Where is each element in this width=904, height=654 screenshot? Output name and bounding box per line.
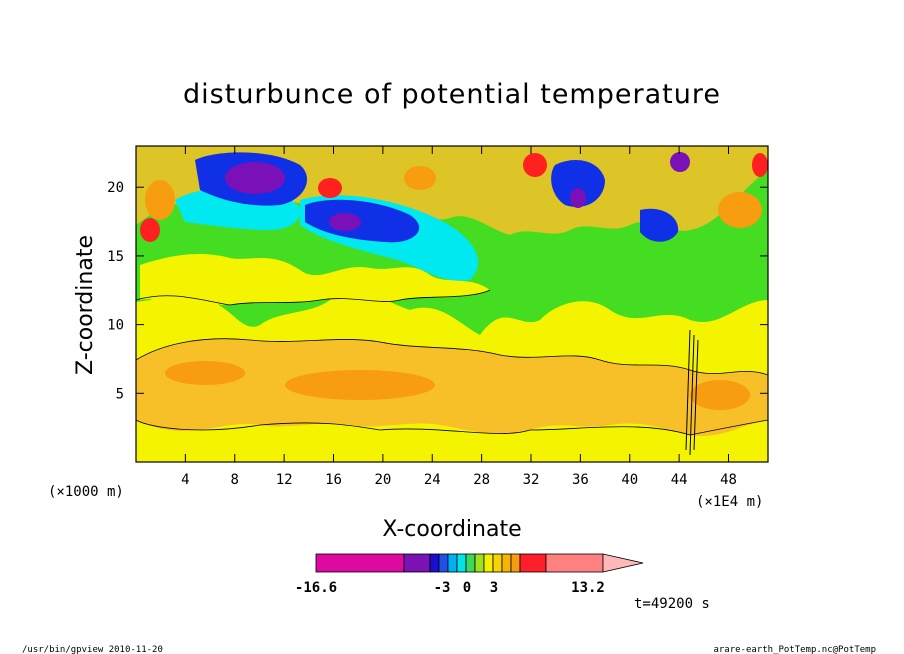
field-red-3 — [523, 153, 547, 177]
contour-cluster — [685, 329, 699, 456]
colorbar-segment — [545, 553, 604, 573]
field-orange-2 — [285, 370, 435, 400]
colorbar-segment — [474, 553, 485, 573]
field-purple-3 — [670, 152, 690, 172]
field-red-1 — [318, 178, 342, 198]
x-tick-label: 24 — [424, 472, 441, 488]
field-purple-4 — [570, 188, 586, 208]
contour-field — [136, 146, 768, 462]
y-tick-label: 20 — [107, 180, 124, 196]
colorbar-segment — [492, 553, 503, 573]
colorbar-segment — [447, 553, 458, 573]
colorbar-segment — [465, 553, 476, 573]
x-unit-right: (×1E4 m) — [696, 494, 763, 510]
field-purple-2 — [329, 213, 361, 231]
y-tick-label: 15 — [107, 249, 124, 265]
colorbar-segment — [429, 553, 440, 573]
field-orange-3 — [690, 380, 750, 410]
colorbar-segment — [315, 553, 405, 573]
field-red-2 — [140, 218, 160, 242]
x-tick-label: 28 — [473, 472, 490, 488]
x-axis-ticks: 4 8 12 16 20 24 28 32 36 40 44 48 — [181, 146, 737, 488]
field-orange-4 — [404, 166, 436, 190]
colorbar-mid-labels: -3 0 3 — [434, 580, 499, 596]
footer-left: /usr/bin/gpview 2010-11-20 — [22, 645, 163, 654]
colorbar-segment — [501, 553, 512, 573]
x-tick-label: 32 — [523, 472, 540, 488]
x-axis-label: X-coordinate — [382, 517, 521, 542]
colorbar-segment — [510, 553, 521, 573]
colorbar-max-label: 13.2 — [571, 580, 605, 596]
contour-line-3 — [136, 419, 768, 436]
x-tick-label: 44 — [671, 472, 688, 488]
colorbar-segment — [483, 553, 494, 573]
colorbar — [315, 553, 644, 573]
footer-right: arare-earth_PotTemp.nc@PotTemp — [713, 645, 876, 654]
x-tick-label: 36 — [572, 472, 589, 488]
field-orange-6 — [145, 180, 175, 220]
x-tick-label: 12 — [276, 472, 293, 488]
field-red-4 — [752, 153, 768, 177]
field-blue-3 — [551, 160, 605, 208]
field-orange-1 — [165, 361, 245, 385]
time-label: t=49200 s — [634, 596, 710, 612]
x-tick-label: 48 — [720, 472, 737, 488]
y-tick-label: 10 — [107, 318, 124, 334]
field-yellow-inner — [140, 254, 490, 305]
field-purple-1 — [225, 162, 285, 194]
contour-line-1 — [136, 289, 491, 306]
x-tick-label: 20 — [374, 472, 391, 488]
colorbar-mid-label: 3 — [490, 580, 498, 596]
colorbar-segment — [438, 553, 449, 573]
x-tick-label: 16 — [325, 472, 342, 488]
colorbar-mid-label: -3 — [434, 580, 451, 596]
chart-title: disturbunce of potential temperature — [183, 79, 721, 110]
field-orange-5 — [718, 192, 762, 228]
y-axis-ticks: 5 10 15 20 — [107, 180, 768, 402]
colorbar-arrow — [602, 553, 644, 573]
y-tick-label: 5 — [116, 386, 124, 402]
colorbar-min-label: -16.6 — [295, 580, 337, 596]
colorbar-mid-label: 0 — [463, 580, 471, 596]
colorbar-segment — [456, 553, 467, 573]
plot-frame — [135, 145, 769, 463]
colorbar-segment — [403, 553, 431, 573]
x-tick-label: 8 — [231, 472, 239, 488]
y-axis-label: Z-coordinate — [73, 235, 98, 375]
x-tick-label: 4 — [181, 472, 189, 488]
field-blue-2 — [305, 199, 420, 243]
field-blue-4 — [640, 208, 679, 242]
contour-line-2 — [136, 338, 768, 376]
x-tick-label: 40 — [621, 472, 638, 488]
x-unit-left: (×1000 m) — [48, 484, 124, 500]
colorbar-segment — [519, 553, 547, 573]
